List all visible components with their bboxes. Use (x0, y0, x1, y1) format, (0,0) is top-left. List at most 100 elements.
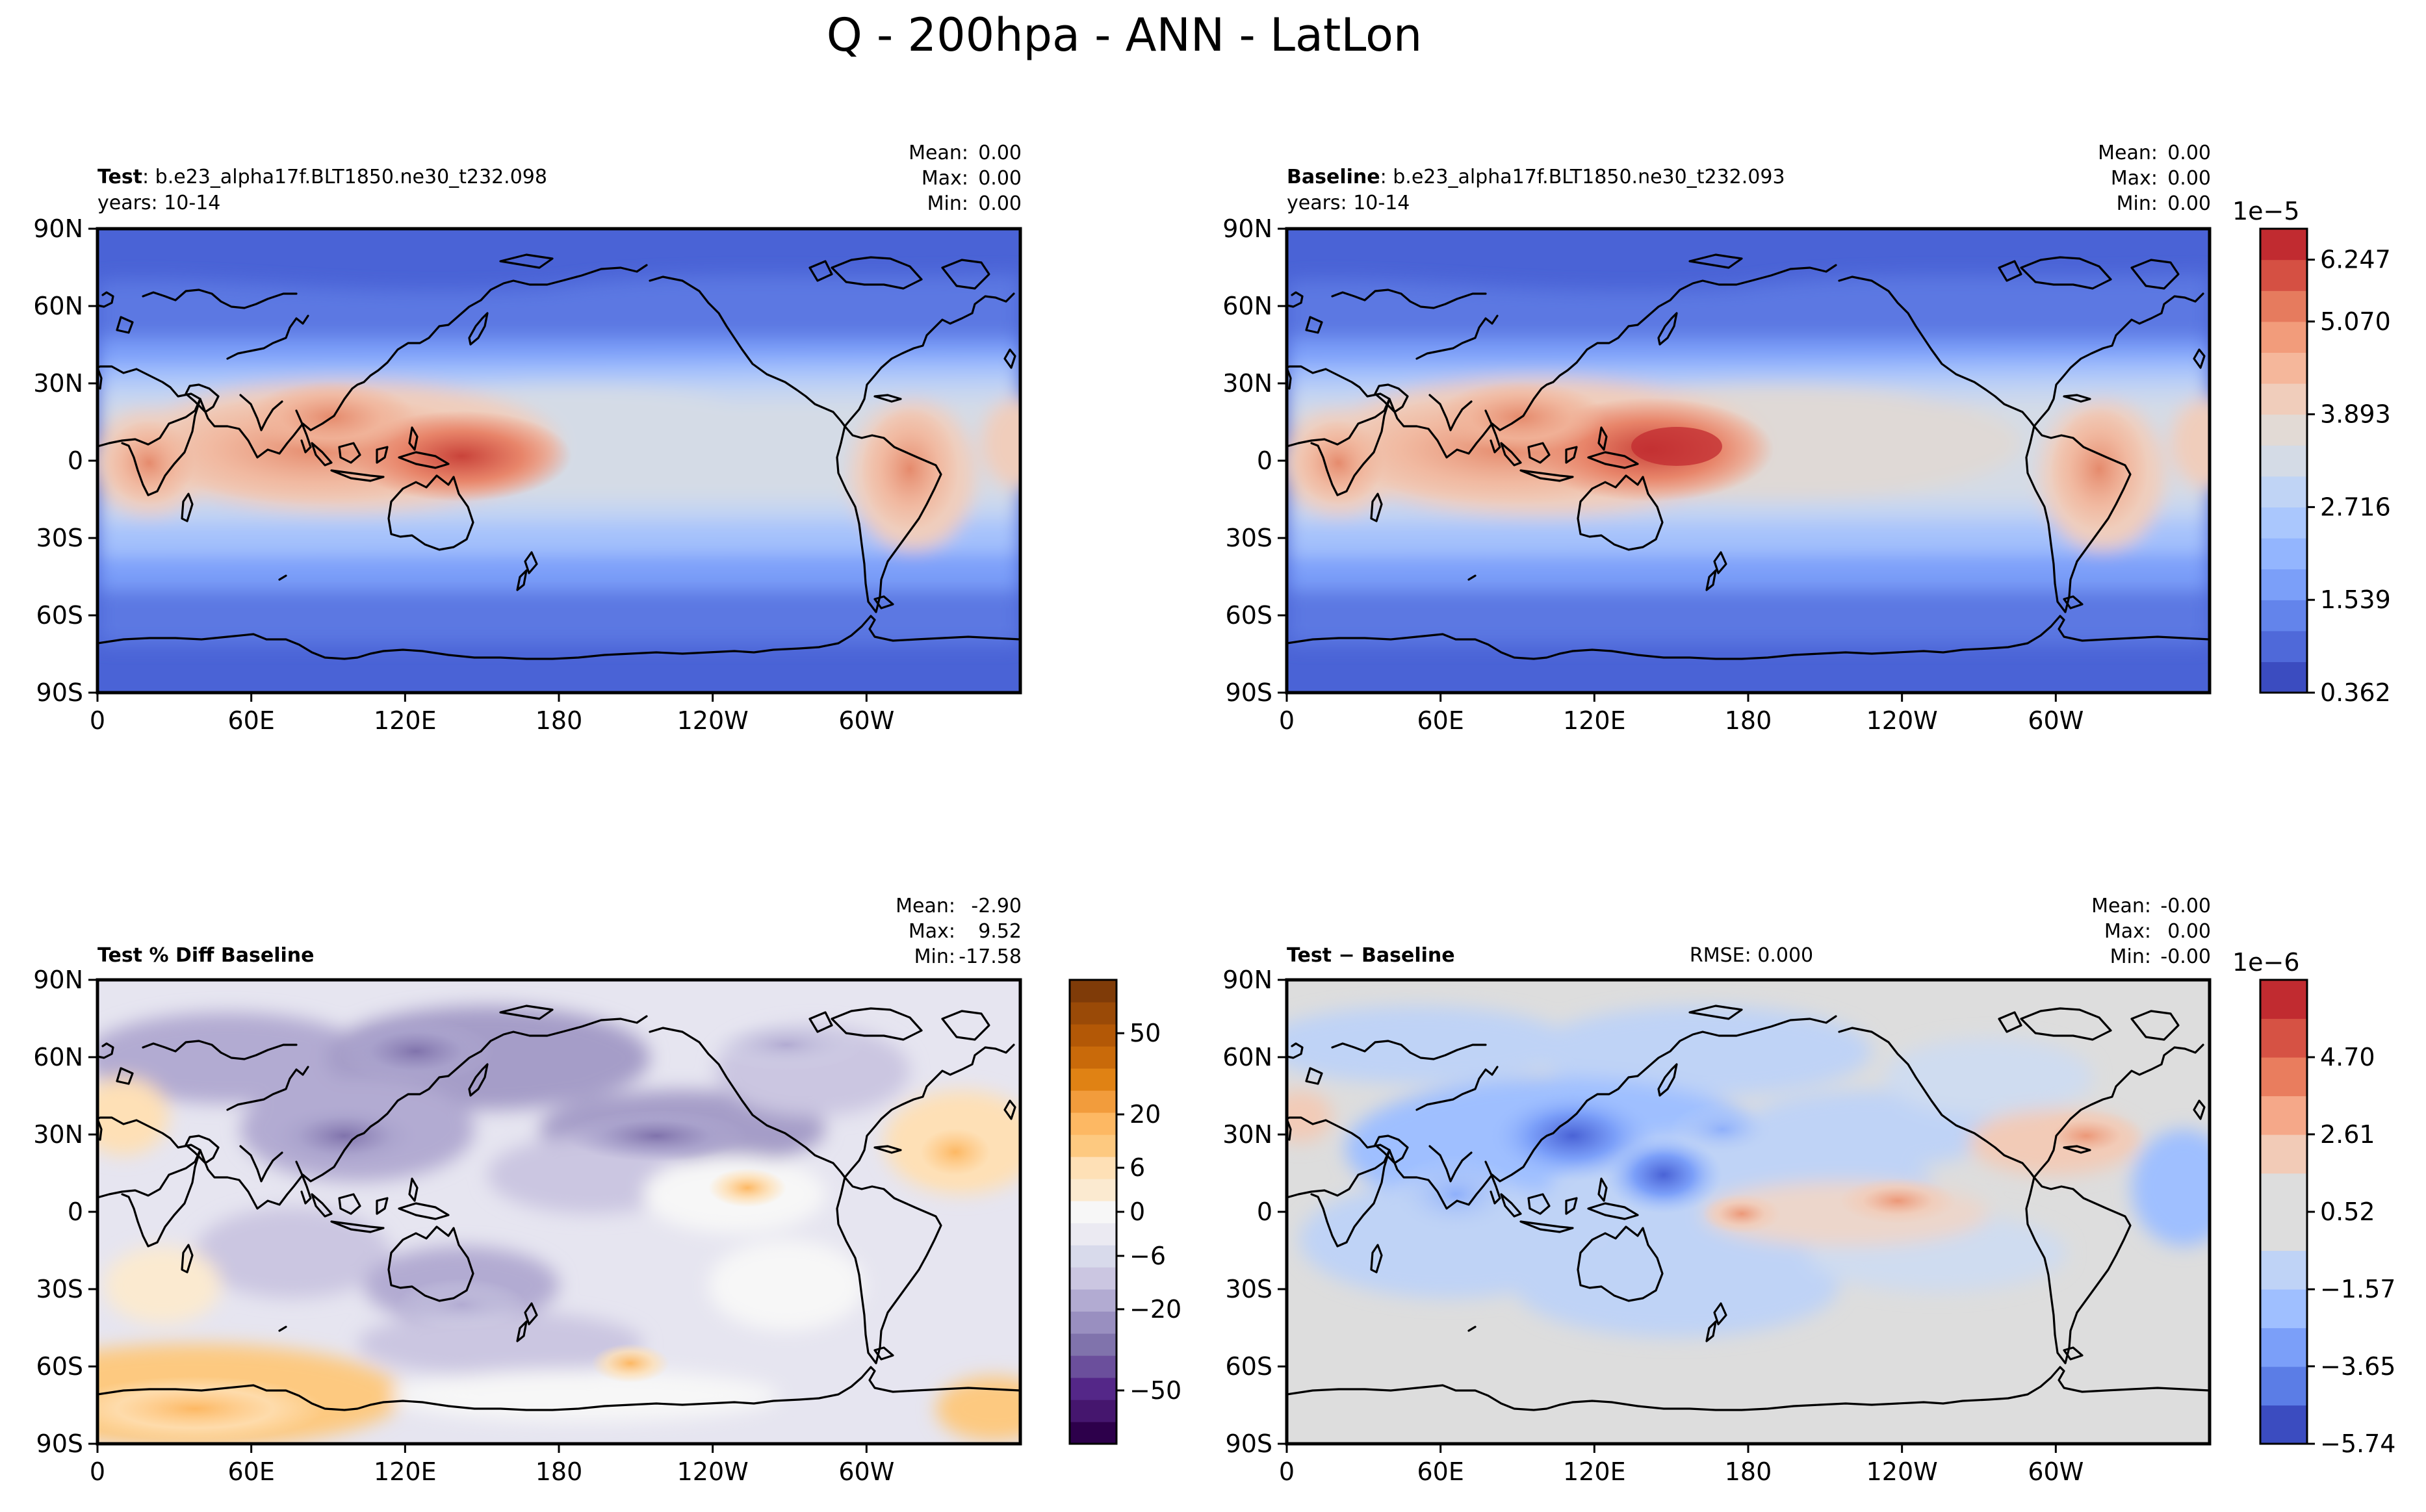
colorbar-diff-bands (2260, 980, 2307, 1444)
lat-tick-label-baseline-0: 90N (1222, 214, 1272, 243)
colorbar-pct-band-11 (1070, 1179, 1116, 1201)
panel-test-max-value: 0.00 (978, 167, 1022, 190)
colorbar-main-band-13 (2260, 259, 2307, 291)
panel-diff-stats: Mean: -0.00 Max: 0.00 Min: -0.00 (2091, 895, 2211, 968)
lat-tick-label-diff-4: 30S (1226, 1275, 1272, 1303)
colorbar-main-band-9 (2260, 383, 2307, 415)
lat-tick-label-pctdiff-1: 60N (33, 1043, 83, 1071)
lon-tick-label-baseline-5: 60W (2028, 706, 2084, 735)
colorbar-main-bands (2260, 229, 2307, 693)
panel-pctdiff-map (97, 980, 1020, 1444)
panel-diff-title-bold: Test − Baseline (1287, 944, 1455, 967)
panel-baseline-mean-label: Mean: (2098, 142, 2158, 164)
panel-pctdiff-title-bold: Test % Diff Baseline (97, 944, 315, 967)
panel-diff-max-value: 0.00 (2167, 920, 2211, 943)
panel-baseline-subtitle: years: 10-14 (1287, 192, 1410, 214)
panel-diff-min-label: Min: (2110, 945, 2151, 968)
colorbar-diff-band-1 (2260, 1366, 2307, 1406)
panel-baseline: Baseline: b.e23_alpha17f.BLT1850.ne30_t2… (1285, 142, 2212, 695)
panel-test-title-rest: : b.e23_alpha17f.BLT1850.ne30_t232.098 (142, 166, 547, 188)
colorbar-diff-tick-label-3: 0.52 (2320, 1198, 2375, 1226)
colorbar-main-frame (2259, 227, 2308, 694)
panel-test-title: Test: b.e23_alpha17f.BLT1850.ne30_t232.0… (97, 166, 547, 188)
panel-diff: Test − Baseline RMSE: 0.000 Mean: -0.00 … (1285, 895, 2212, 1446)
panel-diff-rmse: RMSE: 0.000 (1690, 944, 1813, 967)
lon-tick-label-diff-3: 180 (1725, 1457, 1772, 1486)
colorbar-pct-band-19 (1070, 1002, 1116, 1025)
colorbar-main-band-8 (2260, 414, 2307, 446)
lat-tick-label-diff-3: 0 (1257, 1198, 1272, 1226)
colorbar-diff-band-3 (2260, 1289, 2307, 1329)
colorbar-pct-tick-label-3: 0 (1129, 1198, 1145, 1226)
colorbar-diff-exponent: 1e−6 (2232, 948, 2300, 977)
panel-baseline-title-bold: Baseline (1287, 166, 1380, 188)
colorbar-pct-band-15 (1070, 1090, 1116, 1113)
panel-pctdiff-max-label: Max: (909, 920, 955, 943)
panel-diff-mean-label: Mean: (2091, 895, 2151, 917)
lon-tick-label-baseline-2: 120E (1563, 706, 1626, 735)
lat-tick-label-diff-5: 60S (1226, 1352, 1272, 1381)
panel-pctdiff-mean-value: -2.90 (971, 895, 1022, 917)
lat-tick-label-baseline-6: 90S (1226, 678, 1272, 707)
colorbar-diff-band-2 (2260, 1327, 2307, 1367)
lon-tick-label-diff-0: 0 (1279, 1457, 1295, 1486)
colorbar-main-tick-label-1: 1.539 (2320, 585, 2391, 614)
panel-test-min-value: 0.00 (978, 192, 1022, 215)
lon-tick-label-pctdiff-4: 120W (677, 1457, 749, 1486)
lat-tick-label-baseline-1: 60N (1222, 292, 1272, 320)
lat-tick-label-diff-1: 60N (1222, 1043, 1272, 1071)
colorbar-main-band-7 (2260, 445, 2307, 477)
panel-test-mean-label: Mean: (909, 142, 968, 164)
colorbar-main-band-2 (2260, 600, 2307, 632)
panel-test-mean-value: 0.00 (978, 142, 1022, 164)
colorbar-main: 1e−5 0.362 1.539 2.716 3.893 5.070 6.247 (2232, 197, 2391, 707)
lat-tick-label-test-4: 30S (36, 524, 83, 552)
colorbar-diff: 1e−6 −5.74 −3.65 −1.57 0.52 2.61 4.70 (2232, 948, 2395, 1458)
panel-baseline-max-value: 0.00 (2167, 167, 2211, 190)
colorbar-diff-tick-label-5: 4.70 (2320, 1043, 2375, 1071)
colorbar-pct-band-14 (1070, 1112, 1116, 1135)
panel-baseline-mean-value: 0.00 (2167, 142, 2211, 164)
panel-diff-title: Test − Baseline (1287, 944, 1455, 967)
panel-test-subtitle: years: 10-14 (97, 192, 220, 214)
colorbar-pct: 50 20 6 0 −6 −20 −50 (1068, 979, 1181, 1445)
colorbar-pct-band-10 (1070, 1201, 1116, 1224)
colorbar-main-tick-label-5: 6.247 (2320, 246, 2391, 274)
lat-tick-label-pctdiff-3: 0 (68, 1198, 83, 1226)
panel-test-field (97, 229, 1020, 693)
lon-tick-label-diff-4: 120W (1866, 1457, 1938, 1486)
colorbar-pct-band-13 (1070, 1134, 1116, 1157)
panel-baseline-stats: Mean: 0.00 Max: 0.00 Min: 0.00 (2098, 142, 2211, 215)
lon-tick-label-baseline-1: 60E (1417, 706, 1464, 735)
lat-tick-label-test-1: 60N (33, 292, 83, 320)
lat-tick-label-baseline-4: 30S (1226, 524, 1272, 552)
colorbar-main-band-11 (2260, 321, 2307, 353)
colorbar-pct-band-1 (1070, 1400, 1116, 1422)
colorbar-diff-ticks: −5.74 −3.65 −1.57 0.52 2.61 4.70 (2307, 1043, 2395, 1458)
colorbar-diff-band-11 (2260, 980, 2307, 1019)
lat-tick-label-test-5: 60S (36, 601, 83, 630)
lon-tick-label-pctdiff-1: 60E (227, 1457, 274, 1486)
colorbar-pct-band-0 (1070, 1422, 1116, 1444)
lat-tick-label-test-6: 90S (36, 678, 83, 707)
colorbar-pct-band-7 (1070, 1267, 1116, 1290)
panel-diff-mean-value: -0.00 (2160, 895, 2211, 917)
colorbar-main-band-4 (2260, 538, 2307, 570)
lat-tick-label-pctdiff-6: 90S (36, 1429, 83, 1458)
panel-diff-map (1287, 980, 2210, 1444)
panel-baseline-field (1287, 229, 2210, 693)
lon-tick-label-diff-5: 60W (2028, 1457, 2084, 1486)
colorbar-main-tick-label-2: 2.716 (2320, 493, 2391, 521)
colorbar-pct-band-17 (1070, 1046, 1116, 1069)
panel-baseline-min-value: 0.00 (2167, 192, 2211, 215)
colorbar-diff-tick-label-4: 2.61 (2320, 1120, 2375, 1149)
lat-tick-label-pctdiff-0: 90N (33, 966, 83, 994)
colorbar-pct-band-6 (1070, 1289, 1116, 1312)
lon-tick-label-pctdiff-2: 120E (374, 1457, 437, 1486)
lon-tick-label-test-4: 120W (677, 706, 749, 735)
panel-diff-min-value: -0.00 (2160, 945, 2211, 968)
colorbar-main-tick-label-0: 0.362 (2320, 678, 2391, 707)
colorbar-pct-band-16 (1070, 1068, 1116, 1091)
lon-tick-label-pctdiff-3: 180 (536, 1457, 583, 1486)
